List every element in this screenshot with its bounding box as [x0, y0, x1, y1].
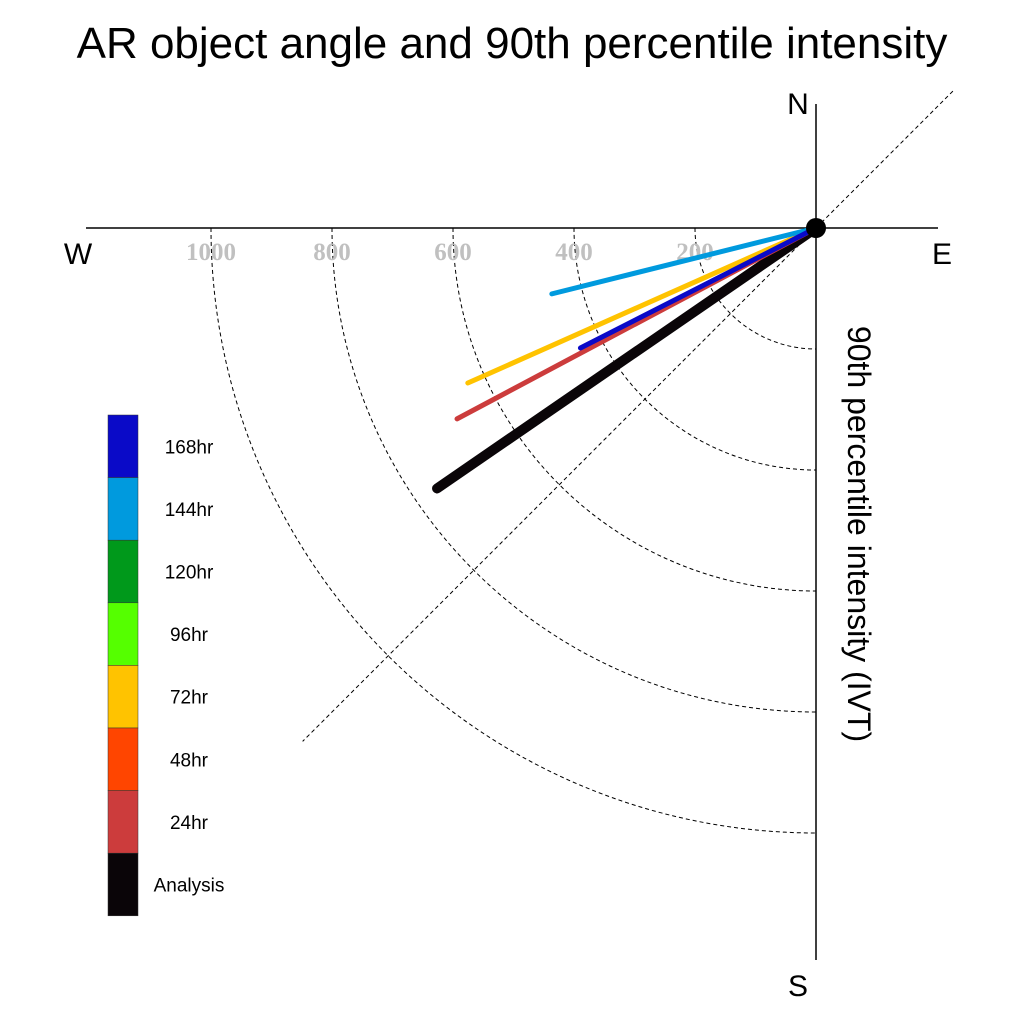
radial-tick-label: 600	[434, 239, 472, 266]
legend-swatch-168hr	[107, 414, 139, 478]
polar-grid	[86, 90, 954, 960]
radial-gridline-1000	[210, 227, 817, 834]
radial-gridline-800	[331, 227, 817, 713]
chart-title: AR object angle and 90th percentile inte…	[77, 19, 948, 68]
vector-144hr	[549, 225, 819, 297]
compass-labels: N S E W	[64, 88, 952, 1003]
legend-swatch-48hr	[107, 727, 139, 791]
vector-analysis	[432, 223, 821, 494]
vector-72hr	[465, 225, 819, 386]
legend-label-168hr: 168hr	[165, 437, 214, 458]
legend: 168hr 144hr 120hr 96hr 72hr 48hr 24hr Analysis	[107, 414, 225, 917]
y-axis-label: 90th percentile intensity (IVT)	[841, 326, 877, 742]
legend-swatch-96hr	[107, 602, 139, 666]
vector-168hr	[577, 225, 819, 351]
legend-label-72hr: 72hr	[170, 688, 209, 709]
origin-marker	[806, 218, 826, 238]
legend-label-120hr: 120hr	[165, 563, 214, 584]
legend-swatch-120hr	[107, 539, 139, 604]
legend-label-analysis: Analysis	[154, 876, 225, 897]
compass-north-label: N	[787, 88, 809, 121]
compass-east-label: E	[932, 238, 952, 271]
legend-label-96hr: 96hr	[170, 625, 209, 646]
legend-label-48hr: 48hr	[170, 750, 209, 771]
radial-tick-label: 1000	[186, 239, 236, 266]
compass-west-label: W	[64, 238, 93, 271]
legend-label-24hr: 24hr	[170, 813, 209, 834]
radial-tick-label: 400	[555, 239, 593, 266]
legend-swatch-analysis	[107, 852, 139, 917]
radial-gridline-200	[694, 227, 817, 350]
radial-tick-label: 800	[313, 239, 351, 266]
radial-gridline-400	[573, 227, 817, 471]
legend-swatch-24hr	[107, 790, 139, 854]
legend-swatch-72hr	[107, 665, 139, 729]
diagonal-gridline	[302, 90, 954, 742]
legend-label-144hr: 144hr	[165, 500, 214, 521]
radial-gridline-600	[452, 227, 817, 592]
vector-lines	[432, 223, 821, 494]
legend-swatch-144hr	[107, 477, 139, 541]
compass-south-label: S	[788, 970, 808, 1003]
